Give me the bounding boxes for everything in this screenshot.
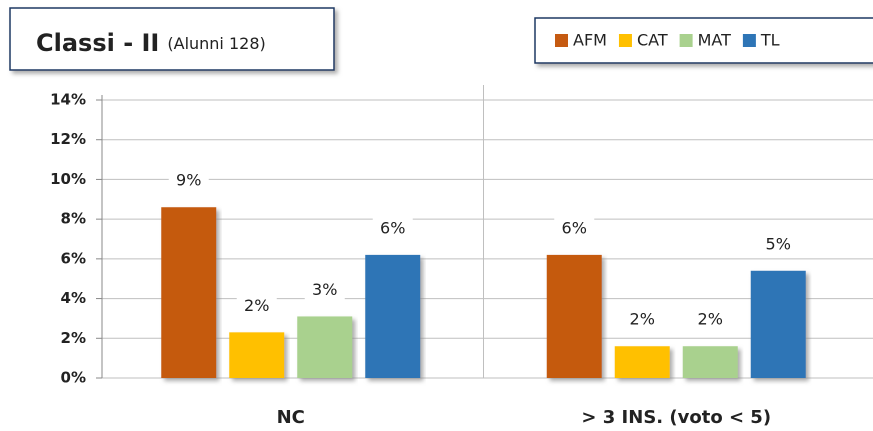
value-label-bg — [236, 294, 277, 319]
value-label: 6% — [380, 218, 405, 237]
legend-swatch — [555, 34, 568, 47]
legend-box — [534, 17, 873, 64]
subtitle: (Alunni 128) — [167, 34, 265, 53]
y-tick-label: 0% — [61, 369, 86, 387]
legend-label: CAT — [637, 31, 668, 50]
bar — [365, 254, 421, 378]
value-label-bg — [690, 308, 731, 333]
value-label-bg — [554, 216, 595, 241]
value-label: 2% — [244, 296, 269, 315]
legend-label: AFM — [573, 31, 607, 50]
y-tick-label: 10% — [50, 170, 86, 188]
value-label: 9% — [176, 171, 201, 190]
value-label-bg — [304, 278, 345, 303]
legend-swatch — [679, 34, 693, 47]
bar — [229, 332, 285, 378]
legend-swatch — [742, 34, 756, 47]
value-label-bg — [372, 216, 413, 241]
value-label: 2% — [698, 310, 723, 329]
legend-swatch — [618, 34, 632, 47]
y-tick-label: 6% — [61, 249, 86, 267]
bar — [750, 270, 806, 378]
x-tick-label: > 3 INS. (voto < 5) — [581, 407, 771, 428]
y-tick-label: 14% — [50, 91, 86, 109]
value-label-bg — [758, 232, 799, 257]
title: Classi - II — [36, 29, 159, 57]
value-label-bg — [168, 169, 209, 194]
x-tick-label: NC — [277, 407, 305, 428]
y-tick-label: 12% — [50, 130, 86, 148]
value-label: 3% — [312, 280, 337, 299]
title-box — [9, 7, 335, 71]
bar — [546, 254, 602, 378]
y-tick-label: 4% — [61, 289, 86, 307]
y-tick-label: 2% — [61, 329, 86, 347]
value-label: 5% — [766, 234, 791, 253]
bar — [297, 316, 353, 378]
legend-label: MAT — [698, 31, 732, 50]
bar — [682, 346, 738, 378]
value-label: 6% — [562, 218, 587, 237]
chart-title: Classi - II (Alunni 128) — [36, 29, 266, 57]
bar — [161, 207, 217, 378]
value-label-bg — [622, 308, 663, 333]
y-tick-label: 8% — [61, 210, 86, 228]
legend-label: TL — [760, 31, 780, 50]
bar — [614, 346, 670, 378]
value-label: 2% — [630, 310, 655, 329]
